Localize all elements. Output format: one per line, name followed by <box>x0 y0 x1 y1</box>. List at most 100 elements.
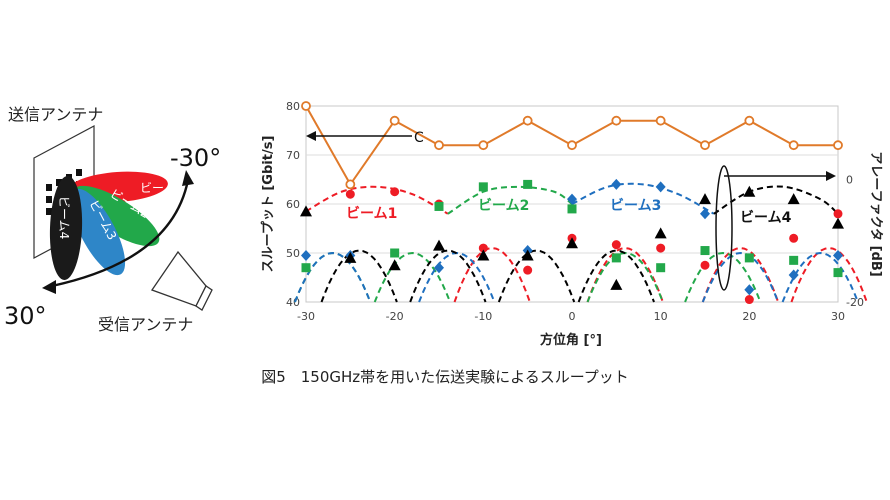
x-tick-labels: -30 -20 -10 0 10 20 30 <box>297 310 845 323</box>
x-axis-title: 方位角 [°] <box>540 332 602 348</box>
point-s1-2 <box>434 201 444 211</box>
point-s3-3 <box>433 239 445 251</box>
annotation-arrow-left-head <box>306 131 316 141</box>
figure-caption: 図5 150GHz帯を用いた伝送実験によるスループット <box>261 368 629 386</box>
curve-lobe-0-0 <box>453 247 531 303</box>
curve-main-1 <box>447 185 573 215</box>
y-tick-50: 50 <box>286 247 300 260</box>
curve-lobe-1-1 <box>373 251 452 303</box>
antenna-diagram: 送信アンテナ ビーム1 ビーム2 ビーム3 ビーム4 -30° 30° 受信アン… <box>4 105 221 334</box>
point-s1-11 <box>833 268 843 278</box>
y-tick-labels: 40 50 60 70 80 <box>286 100 300 309</box>
point-s3-6 <box>566 237 578 249</box>
point-s4-0 <box>301 101 311 111</box>
point-s0-0 <box>345 189 355 199</box>
point-s4-3 <box>434 140 444 151</box>
point-s3-9 <box>699 193 711 205</box>
beam3-lobe <box>70 188 126 276</box>
point-s0-6 <box>611 240 621 250</box>
x-tick-4: 10 <box>654 310 668 323</box>
plot-beam2-label: ビーム2 <box>478 198 529 214</box>
point-s4-7 <box>611 115 622 126</box>
annotation-label: C <box>414 130 424 146</box>
curve-lobe-3-2 <box>497 249 576 303</box>
y2-tick-0: 0 <box>846 174 853 187</box>
x-tick-1: -20 <box>386 310 404 323</box>
point-s0-1 <box>390 187 400 197</box>
point-s3-12 <box>832 217 844 229</box>
point-s1-3 <box>478 182 488 192</box>
curve-lobe-0-2 <box>701 247 780 303</box>
point-s3-11 <box>787 193 800 205</box>
beam-curves <box>293 182 868 303</box>
point-s4-8 <box>655 115 666 126</box>
point-s4-2 <box>389 115 400 126</box>
point-s2-9 <box>788 269 799 281</box>
point-s1-9 <box>744 253 754 263</box>
point-s4-10 <box>744 115 755 126</box>
y2-tick-labels: 0 -20 <box>846 174 864 310</box>
y-tick-40: 40 <box>286 296 300 309</box>
curve-lobe-3-3 <box>577 249 655 303</box>
x-tick-3: 0 <box>569 310 576 323</box>
point-s4-6 <box>567 140 577 151</box>
beam4-lobe <box>49 176 83 280</box>
point-s1-10 <box>789 255 799 265</box>
y-tick-80: 80 <box>286 100 300 113</box>
point-s1-4 <box>523 179 533 189</box>
rx-antenna-label: 受信アンテナ <box>98 315 193 334</box>
point-s1-6 <box>611 253 621 263</box>
curve-lobe-0-1 <box>586 247 664 303</box>
beam1-label: ビーム1 <box>140 181 183 195</box>
plot-beam4-label: ビーム4 <box>740 210 792 226</box>
point-s0-8 <box>700 260 710 270</box>
point-s4-4 <box>478 140 489 151</box>
point-s0-3 <box>478 243 488 253</box>
point-s4-5 <box>522 115 533 126</box>
point-s3-10 <box>743 185 756 197</box>
point-s3-7 <box>610 278 623 290</box>
beam4-label: ビーム4 <box>57 196 71 239</box>
curve-main-0 <box>305 185 449 215</box>
curve-lobe-3-1 <box>409 249 487 303</box>
point-s0-10 <box>789 233 799 243</box>
curve-main-3 <box>713 185 839 215</box>
x-tick-2: -10 <box>474 310 492 323</box>
point-s2-7 <box>700 208 710 220</box>
curve-lobe-0-3 <box>790 247 868 303</box>
figure: 送信アンテナ ビーム1 ビーム2 ビーム3 ビーム4 -30° 30° 受信アン… <box>4 100 883 348</box>
point-s3-2 <box>388 259 401 271</box>
plot-beam3-label: ビーム3 <box>610 198 661 214</box>
point-s0-7 <box>656 243 666 253</box>
curve-lobe-2-2 <box>701 251 780 303</box>
x-tick-6: 30 <box>831 310 845 323</box>
arrow-head-up <box>182 170 194 186</box>
point-s4-1 <box>345 179 356 190</box>
point-s2-5 <box>611 178 622 190</box>
curve-lobe-3-0 <box>320 249 398 303</box>
point-s0-4 <box>523 265 533 275</box>
point-s4-9 <box>700 140 710 151</box>
rx-horn-icon <box>150 250 213 311</box>
point-s1-0 <box>301 263 311 273</box>
point-s2-0 <box>301 249 311 261</box>
point-s3-8 <box>654 227 667 239</box>
angle-pos-label: 30° <box>4 302 47 330</box>
point-s2-10 <box>833 249 843 261</box>
x-tick-5: 20 <box>742 310 756 323</box>
point-s0-11 <box>833 209 843 219</box>
y-axis-title: スループット [Gbit/s] <box>261 136 276 273</box>
annotation-ellipse <box>715 165 733 291</box>
point-s2-4 <box>567 193 577 205</box>
angle-neg-label: -30° <box>170 144 221 172</box>
point-s1-1 <box>390 248 400 258</box>
point-s1-5 <box>567 204 577 214</box>
curve-lobe-2-0 <box>293 251 372 303</box>
point-s2-6 <box>655 181 666 193</box>
y-tick-60: 60 <box>286 198 300 211</box>
y2-axis-title: アレーファクタ [dB] <box>868 151 883 276</box>
arrow-head-left <box>42 280 56 294</box>
point-s2-8 <box>744 284 755 296</box>
tx-antenna-label: 送信アンテナ <box>8 105 103 124</box>
point-s4-11 <box>788 140 799 151</box>
